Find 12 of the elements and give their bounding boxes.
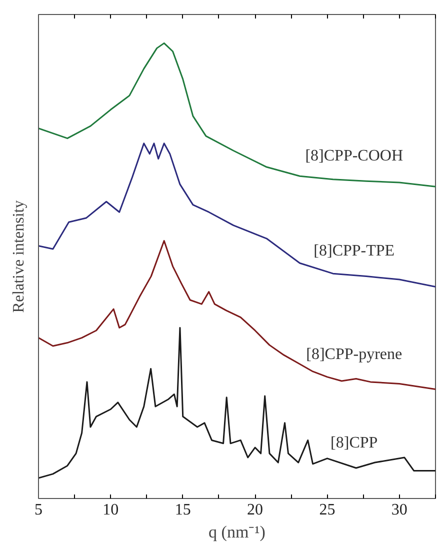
series-label: [8]CPP [330, 434, 378, 452]
x-tick-label: 20 [247, 502, 264, 518]
x-tick-label: 10 [102, 502, 119, 518]
x-axis-title: q (nm⁻¹) [208, 522, 266, 542]
x-tick-label: 25 [319, 502, 336, 518]
series-label: [8]CPP-TPE [314, 242, 395, 260]
x-tick-label: 15 [174, 502, 191, 518]
series-label: [8]CPP-pyrene [306, 346, 402, 364]
series-label: [8]CPP-COOH [305, 148, 404, 165]
y-axis-title: Relative intensity [10, 200, 28, 313]
x-tick-label: 5 [34, 502, 42, 518]
x-tick-label: 30 [391, 502, 408, 518]
